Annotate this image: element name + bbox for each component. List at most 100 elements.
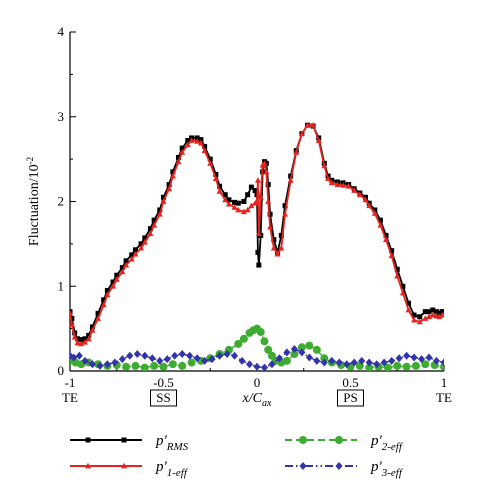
series-point [411, 312, 417, 318]
series-point [305, 341, 314, 350]
y-tick-label: 3 [58, 109, 65, 124]
series-point [371, 210, 378, 216]
series-point [304, 122, 311, 128]
series-point [95, 315, 102, 321]
series-point [293, 149, 300, 155]
series-point [265, 198, 272, 204]
series-point [78, 337, 84, 343]
series-point [71, 333, 78, 340]
series-point [178, 361, 187, 370]
series-point [161, 194, 166, 200]
series-point [254, 177, 261, 183]
series-point [201, 356, 209, 365]
series-point [403, 351, 411, 360]
series-point [194, 135, 200, 141]
series-point [186, 351, 194, 360]
series-point [394, 266, 400, 272]
x-tick-label: 0.5 [342, 375, 358, 390]
series-point [138, 244, 145, 251]
position-label-box [150, 389, 177, 407]
series-point [416, 318, 423, 325]
series-point [265, 182, 271, 188]
series-point [411, 361, 420, 370]
series-layer [70, 122, 444, 371]
series-point [103, 360, 111, 369]
series-point [263, 168, 270, 175]
series-point [356, 191, 363, 198]
series-point [151, 217, 157, 223]
series-point [119, 268, 126, 275]
series-point [126, 351, 134, 360]
series-point [89, 324, 95, 330]
y-axis-label-exponent: -2 [25, 157, 35, 165]
legend-label-sub: 1-eff [167, 467, 189, 479]
x-tick-label: 0 [254, 375, 261, 390]
series-point [184, 141, 191, 148]
series-point [129, 252, 135, 258]
series-point [114, 272, 120, 278]
series-point [388, 356, 396, 365]
series-point [213, 171, 219, 177]
series-point [70, 315, 75, 321]
series-point [298, 130, 305, 137]
series-point [70, 321, 75, 327]
series-point [441, 311, 444, 318]
series-point [171, 351, 179, 360]
position-label-box [337, 389, 364, 407]
series-point [140, 363, 149, 371]
legend-label: p'RMS [155, 433, 189, 453]
legend-marker [299, 436, 307, 444]
series-point [270, 244, 277, 251]
series-point [226, 197, 232, 203]
series-point [417, 314, 423, 320]
series-point [298, 348, 306, 357]
series-point [85, 335, 92, 342]
y-axis-label-main: Fluctuation/10 [27, 164, 42, 246]
position-label: SS [156, 390, 170, 405]
series-point [365, 358, 373, 367]
series-point [425, 353, 433, 362]
legend-marker [299, 462, 307, 470]
series-point [436, 313, 443, 320]
series-point [104, 287, 110, 293]
series-point [287, 177, 294, 183]
series-point [422, 315, 429, 321]
series-point [207, 160, 214, 166]
x-tick-label: -1 [65, 375, 76, 390]
series-point [163, 355, 171, 364]
series-point [305, 353, 313, 362]
series-point [421, 360, 430, 369]
series-point [410, 353, 418, 362]
series-point [377, 222, 384, 228]
series-point [75, 351, 83, 360]
series-point [426, 309, 432, 315]
series-point [70, 353, 78, 362]
series-point [405, 300, 411, 306]
series-point [185, 137, 191, 143]
series-point [433, 356, 441, 365]
series-point [278, 232, 284, 238]
series-point [141, 351, 149, 360]
series-point [122, 362, 131, 371]
series-point [350, 358, 358, 367]
series-point [88, 360, 96, 369]
series-point [343, 360, 351, 369]
series-point [373, 360, 381, 369]
series-point [198, 137, 204, 143]
series-point [222, 196, 229, 203]
series-point [110, 279, 116, 285]
series-point [160, 198, 167, 204]
series-point [434, 309, 440, 315]
series-point [166, 185, 173, 192]
legend-label-sub: 3-eff [381, 467, 404, 479]
series-point [418, 355, 426, 364]
series-point [231, 204, 238, 210]
series-point [268, 360, 276, 369]
x-tick-label: -0.5 [153, 375, 174, 390]
series-point [169, 172, 176, 179]
legend-label-main: p' [155, 433, 168, 449]
series-point [119, 265, 125, 271]
series-point [168, 360, 177, 369]
position-label: TE [62, 390, 78, 405]
series-point [335, 358, 343, 367]
